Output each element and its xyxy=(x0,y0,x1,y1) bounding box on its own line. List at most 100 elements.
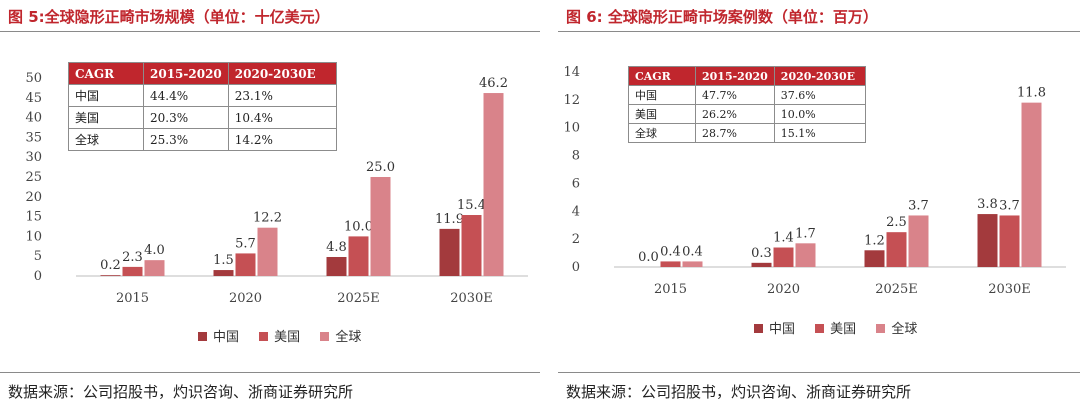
cagr-region: 美国 xyxy=(628,104,696,124)
y-tick-label: 10 xyxy=(563,121,580,136)
data-label: 0.2 xyxy=(100,258,121,273)
cagr-region: 全球 xyxy=(68,128,144,151)
legend-swatch xyxy=(754,324,763,333)
data-label: 5.7 xyxy=(235,236,256,251)
legend-swatch xyxy=(815,324,825,333)
y-tick-label: 5 xyxy=(34,249,42,264)
figure-title: 图 5:全球隐形正畸市场规模（单位：十亿美元） xyxy=(8,8,330,26)
bar xyxy=(213,270,234,276)
legend-item-global: 全球 xyxy=(876,318,917,337)
cagr-value: 10.0% xyxy=(773,104,866,124)
cagr-header-cell: 2020-2030E xyxy=(773,66,866,86)
cagr-value: 28.7% xyxy=(695,123,775,143)
y-tick-label: 15 xyxy=(25,210,42,225)
cagr-value: 23.1% xyxy=(227,84,337,107)
cagr-table-row: 中国 44.4% 23.1% xyxy=(68,84,337,107)
market-size-bar-chart: 0 5 10 15 20 25 30 35 40 45 50 0.22.3 4.0 2015 1.55.7 1… xyxy=(25,71,528,306)
cagr-region: 全球 xyxy=(628,123,696,143)
bar xyxy=(660,261,681,267)
cagr-value: 44.4% xyxy=(143,84,229,107)
bar xyxy=(751,262,772,267)
data-label: 3.7 xyxy=(908,198,929,213)
bar xyxy=(370,177,391,276)
figure-6-panel: 图 6: 全球隐形正畸市场案例数（单位：百万） 0 2 4 6 8 10 12 14 0.0 0.… xyxy=(558,0,1080,415)
cagr-value: 20.3% xyxy=(143,106,229,129)
y-tick-label: 0 xyxy=(572,260,580,275)
y-tick-label: 0 xyxy=(34,269,42,284)
legend-label: 全球 xyxy=(891,322,918,337)
x-tick-label: 2020 xyxy=(767,282,800,297)
cagr-table: CAGR 2015-2020 2020-2030E 中国 47.7% 37.6%… xyxy=(628,66,866,143)
cagr-value: 10.4% xyxy=(227,106,337,129)
data-label: 2.3 xyxy=(122,250,143,265)
cagr-region: 中国 xyxy=(68,84,144,107)
data-label: 25.0 xyxy=(366,160,395,175)
legend-label: 中国 xyxy=(213,330,240,345)
cagr-value: 14.2% xyxy=(227,128,337,151)
legend-label: 中国 xyxy=(769,322,796,337)
cagr-header-cell: 2015-2020 xyxy=(695,66,775,86)
cagr-value: 26.2% xyxy=(695,104,775,124)
x-tick-label: 2015 xyxy=(116,291,149,306)
y-tick-label: 2 xyxy=(572,232,580,247)
cagr-value: 25.3% xyxy=(143,128,229,151)
x-tick-label: 2030E xyxy=(988,282,1031,297)
cagr-header-cell: 2015-2020 xyxy=(143,62,229,85)
legend-swatch xyxy=(320,332,330,341)
bar xyxy=(144,260,165,276)
data-label: 0.0 xyxy=(638,250,659,265)
chart-legend: 中国 美国 全球 xyxy=(198,326,377,345)
bar xyxy=(439,228,460,276)
y-tick-label: 35 xyxy=(25,130,42,145)
data-label: 0.4 xyxy=(682,244,703,259)
bar xyxy=(1021,102,1042,268)
chart-legend: 中国 美国 全球 xyxy=(754,318,933,337)
y-tick-label: 14 xyxy=(563,65,580,80)
data-label: 1.4 xyxy=(773,231,794,246)
x-tick-label: 2025E xyxy=(337,291,380,306)
data-source-note: 数据来源：公司招股书，灼识咨询、浙商证券研究所 xyxy=(8,383,354,401)
cagr-table-row: 美国 20.3% 10.4% xyxy=(68,106,337,129)
data-label: 12.2 xyxy=(253,211,282,226)
cagr-table-row: 全球 28.7% 15.1% xyxy=(628,123,866,143)
cagr-region: 中国 xyxy=(628,85,696,105)
cagr-header-cell: CAGR xyxy=(68,62,144,85)
bar xyxy=(257,227,278,276)
y-tick-label: 6 xyxy=(572,176,580,191)
source-divider xyxy=(0,372,540,373)
cagr-header-cell: 2020-2030E xyxy=(227,62,337,85)
bar xyxy=(235,253,256,276)
y-tick-label: 8 xyxy=(572,149,580,164)
cagr-header-cell: CAGR xyxy=(628,66,696,86)
data-label: 4.0 xyxy=(144,243,165,258)
legend-label: 美国 xyxy=(274,330,301,345)
data-label: 10.0 xyxy=(344,219,373,234)
data-label: 3.8 xyxy=(977,197,998,212)
bar xyxy=(795,243,816,267)
bar xyxy=(773,247,794,267)
bar xyxy=(908,215,929,267)
legend-label: 美国 xyxy=(830,322,857,337)
data-label: 1.5 xyxy=(213,253,234,268)
bar xyxy=(326,256,347,276)
bar xyxy=(864,250,885,267)
data-label: 0.3 xyxy=(751,246,772,261)
y-tick-label: 30 xyxy=(25,150,42,165)
data-label: 4.8 xyxy=(326,240,347,255)
title-divider xyxy=(0,31,540,32)
data-source-note: 数据来源：公司招股书，灼识咨询、浙商证券研究所 xyxy=(566,383,912,401)
bar xyxy=(977,214,998,267)
cagr-region: 美国 xyxy=(68,106,144,129)
data-label: 46.2 xyxy=(479,76,508,91)
y-tick-label: 25 xyxy=(25,170,42,185)
x-tick-label: 2025E xyxy=(875,282,918,297)
data-label: 11.8 xyxy=(1017,86,1046,101)
y-tick-label: 45 xyxy=(25,91,42,106)
figure-title: 图 6: 全球隐形正畸市场案例数（单位：百万） xyxy=(566,8,878,26)
data-label: 3.7 xyxy=(999,198,1020,213)
bar xyxy=(886,232,907,267)
y-tick-label: 4 xyxy=(572,204,580,219)
cagr-table: CAGR 2015-2020 2020-2030E 中国 44.4% 23.1%… xyxy=(68,62,337,151)
data-label: 1.2 xyxy=(864,233,885,248)
